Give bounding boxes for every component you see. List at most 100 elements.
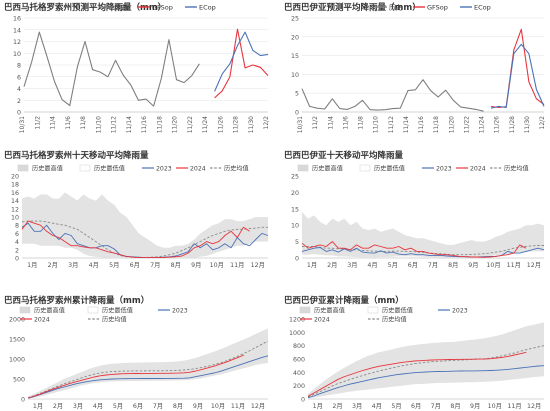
y-tick-label: 5 [295,239,299,246]
chart-c1: 0 2 4 6 8 10 12 14 16 10/31 11/2 11/4 11/6 11/8 11/10 1… [13,3,270,134]
x-tick-label: 12/2 [263,116,270,130]
series-line-1 [27,355,269,399]
x-tick-label: 11/30 [524,116,531,133]
x-tick-label: 6月 [408,261,418,269]
x-tick-label: 11/30 [248,116,255,133]
x-tick-label: 11/20 [448,116,455,133]
x-tick-label: 11/14 [403,116,410,133]
x-tick-label: 12/2 [539,116,546,130]
y-tick-label: 16 [11,190,19,197]
x-tick-label: 11/22 [463,116,470,133]
x-tick-label: 4月 [93,402,103,410]
x-tick-label: 12月 [251,261,265,269]
y-tick-label: 20 [291,34,299,41]
x-tick-label: 10月 [210,261,224,269]
x-tick-label: 9月 [191,261,201,269]
x-tick-label: 11/6 [65,116,72,130]
x-tick-label: 7月 [428,261,438,269]
x-tick-label: 1月 [307,261,317,269]
x-tick-label: 11/8 [80,116,87,130]
y-tick-label: 14 [13,27,21,34]
y-tick-label: 2 [15,247,19,254]
chart-title: 巴西巴伊亚十天移动平均降雨量 [284,151,404,161]
legend-label: 历史最高值 [314,306,345,314]
y-tick-label: 1500 [9,337,25,344]
legend-label: ECop [199,4,216,12]
x-tick-label: 11/28 [233,116,240,133]
legend-label: GFSop [152,4,173,12]
series-line-1 [301,247,545,258]
x-tick-label: 10/31 [19,116,26,133]
y-tick-label: 6 [15,231,19,238]
series-line-1 [307,365,545,399]
legend-label: 历史均值 [224,164,249,172]
chart-c5: 0 500 1000 1500 2000 1月 2月 3月 4月 5月 6月 7月 8月 9月 10月 11月… [9,306,269,410]
x-tick-label: 1月 [27,261,37,269]
x-tick-label: 11/6 [342,116,349,130]
y-tick-label: 15 [291,53,299,60]
legend-label: 历史最高值 [32,164,63,172]
series-line-0 [302,245,544,256]
x-tick-label: 5月 [109,261,119,269]
y-tick-label: 8 [15,223,19,230]
x-tick-label: 11/16 [141,116,148,133]
chart-panel-c1: 巴西马托格罗索州预测平均降雨量（mm） 0 2 4 6 8 10 12 14 16 10/31 11… [0,0,275,140]
x-tick-label: 11/26 [494,116,501,133]
y-tick-label: 14 [11,198,19,205]
x-tick-label: 11/28 [509,116,516,133]
historical-range-band [302,212,544,258]
series-line-0 [23,31,200,107]
chart-title: 巴西巴伊亚累计降雨量（mm） [284,296,404,306]
y-tick-label: 2000 [9,317,25,324]
x-tick-label: 11/22 [187,116,194,133]
x-tick-label: 11/2 [312,116,319,130]
x-tick-label: 11/12 [111,116,118,133]
y-tick-label: 0 [21,397,25,404]
y-tick-label: 10 [11,215,19,222]
chart-panel-c6: 巴西巴伊亚累计降雨量（mm） 0 200 400 600 800 1000 1200 1月 2月… [280,293,550,411]
x-tick-label: 11/10 [373,116,380,133]
chart-c6: 0 200 400 600 800 1000 1200 1月 2月 3月 4月 5月 6月 7月 8月 9月 1… [289,306,545,410]
chart-panel-c3: 巴西马托格罗索州十天移动平均降雨量 0 2 4 6 8 10 12 14 16 18 20 1月 2月 3… [0,148,275,276]
series-line-2 [21,220,250,259]
legend-label: 历史 [389,3,403,12]
y-tick-label: 16 [13,16,21,23]
legend-label: GFSop [427,4,448,12]
y-tick-label: 20 [11,174,19,181]
y-tick-label: 15 [291,206,299,213]
x-tick-label: 7月 [153,402,163,410]
legend-label: 2023 [156,165,172,172]
x-tick-label: 5月 [113,402,123,410]
legend-swatch [367,306,379,314]
legend-swatch [359,164,371,172]
x-tick-label: 6月 [133,402,143,410]
legend-label: 2023 [436,165,452,172]
y-tick-label: 18 [11,182,19,189]
legend-label: 历史最高值 [34,306,65,314]
y-tick-label: 25 [291,16,299,23]
x-tick-label: 11/18 [433,116,440,133]
x-tick-label: 6月 [130,261,140,269]
series-line-2 [27,354,245,399]
x-tick-label: 11/26 [217,116,224,133]
y-tick-label: 800 [293,343,305,350]
chart-c4: 0 5 10 15 20 25 1月 2月 3月 4月 5月 6月 7月 8月 9月 10月 11月 12月 历史最… [291,164,545,269]
legend-label: 历史均值 [102,315,127,323]
x-tick-label: 8月 [173,402,183,410]
legend-label: 2023 [172,307,188,314]
legend-swatch [299,306,311,314]
series-line-0 [301,79,484,112]
y-tick-label: 20 [291,190,299,197]
x-tick-label: 5月 [391,402,401,410]
y-tick-label: 0 [301,397,305,404]
y-tick-label: 12 [11,206,19,213]
legend-label: 2024 [470,165,486,172]
legend-label: 历史均值 [382,315,407,323]
x-tick-label: 11/20 [172,116,179,133]
x-tick-label: 11/4 [327,116,334,130]
legend-swatch [297,164,309,172]
x-tick-label: 2月 [327,261,337,269]
x-tick-label: 6月 [411,402,421,410]
y-tick-label: 400 [293,370,305,377]
series-line-2 [307,351,527,397]
